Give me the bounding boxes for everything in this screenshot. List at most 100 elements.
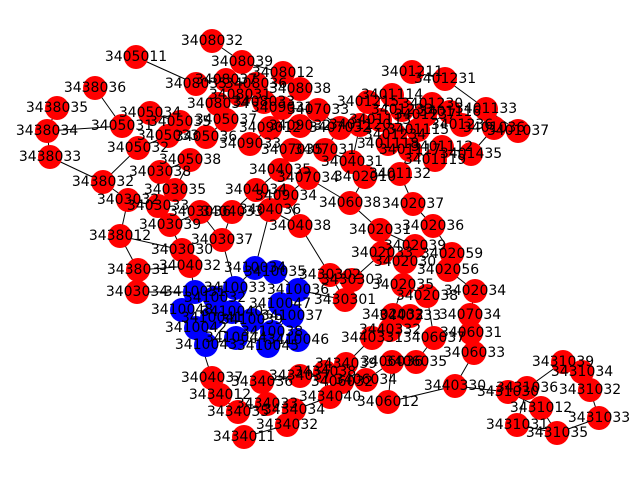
graph-node-label: 3401113	[349, 112, 411, 128]
graph-node	[268, 158, 292, 182]
graph-node-label: 3406036	[361, 354, 423, 370]
graph-node	[328, 116, 352, 140]
graph-node-label: 3408039	[211, 54, 273, 70]
graph-node	[368, 108, 392, 132]
graph-node-label: 3402010	[334, 169, 396, 185]
graph-node-label: 3438035	[26, 100, 88, 116]
graph-node	[334, 352, 358, 376]
graph-node	[433, 67, 457, 91]
graph-node-label: 3405033	[137, 128, 199, 144]
graph-node-label: 3407032	[309, 120, 371, 136]
graph-node	[274, 184, 298, 208]
graph-node-label: 3407035	[261, 142, 323, 158]
graph-node-label: 3434012	[189, 387, 251, 403]
graph-node-label: 3410037	[261, 308, 323, 324]
graph-node-label: 3402056	[417, 262, 479, 278]
graph-node-label: 3401119	[404, 152, 466, 168]
graph-node-label: 3402031	[349, 222, 411, 238]
graph-node-label: 3438032	[72, 174, 134, 190]
graph-node	[570, 360, 594, 384]
graph-node	[506, 119, 530, 143]
graph-node	[338, 191, 362, 215]
graph-node-label: 3434035	[207, 404, 269, 420]
graph-node-label: 3410041	[181, 310, 243, 326]
graph-node	[288, 114, 312, 138]
graph-node-label: 3403036	[169, 204, 231, 220]
graph-node	[168, 110, 192, 134]
graph-node	[400, 60, 424, 84]
graph-node-label: 3404038	[269, 218, 331, 234]
graph-node-label: 3408038	[269, 81, 331, 97]
graph-node-label: 3434033	[236, 396, 298, 412]
graph-node	[356, 90, 380, 114]
graph-node-label: 3402032	[362, 307, 424, 323]
graph-node-label: 3431036	[496, 380, 558, 396]
graph-node-label: 3404034	[225, 182, 287, 198]
graph-node-label: 3401118	[357, 136, 419, 152]
graph-node	[220, 300, 244, 324]
graph-node	[443, 374, 467, 398]
graph-node-label: 3403033	[127, 198, 189, 214]
graph-node-label: 3407034	[439, 307, 501, 323]
graph-node	[258, 198, 282, 222]
graph-node	[256, 334, 280, 358]
graph-node	[280, 138, 304, 162]
graph-node	[459, 321, 483, 345]
graph-node-label: 3401037	[487, 123, 549, 139]
graph-node-label: 3410044	[205, 330, 267, 346]
graph-node-label: 3406012	[357, 394, 419, 410]
graph-node	[210, 228, 234, 252]
graph-node-label: 3401112	[411, 139, 473, 155]
graph-node-label: 3410036	[267, 282, 329, 298]
graph-node	[255, 392, 279, 416]
graph-node-label: 3402039	[384, 238, 446, 254]
graph-node	[436, 258, 460, 282]
graph-node-label: 3405034	[119, 105, 181, 121]
graph-node	[170, 298, 194, 322]
graph-node-label: 3401236	[431, 117, 493, 133]
graph-node	[188, 200, 212, 224]
graph-node	[286, 328, 310, 352]
graph-node	[529, 396, 553, 420]
graph-node	[148, 160, 172, 184]
graph-node-label: 3407034	[277, 170, 339, 186]
graph-node	[183, 280, 207, 304]
graph-node	[263, 260, 287, 284]
graph-node-label: 3401237	[394, 107, 456, 123]
graph-node	[138, 101, 162, 125]
graph-node-label: 3405035	[149, 114, 211, 130]
graph-node-label: 3408035	[165, 76, 227, 92]
graph-node-label: 3434040	[299, 389, 361, 405]
graph-node-label: 3408037	[195, 72, 257, 88]
graph-node	[348, 113, 372, 137]
graph-node	[360, 326, 384, 350]
graph-node	[515, 376, 539, 400]
graph-node	[370, 241, 394, 265]
graph-node-label: 3440331	[341, 330, 403, 346]
graph-node	[288, 214, 312, 238]
graph-node	[463, 279, 487, 303]
graph-node-label: 3410031	[164, 284, 226, 300]
graph-node-label: 3408033	[233, 94, 295, 110]
graph-node-label: 3402030	[374, 254, 436, 270]
graph-node-label: 3431035	[526, 425, 588, 441]
graph-node	[376, 132, 400, 156]
graph-node	[388, 162, 412, 186]
graph-node	[421, 214, 445, 238]
graph-node	[330, 370, 354, 394]
graph-node-label: 3408012	[252, 65, 314, 81]
graph-node	[244, 72, 268, 96]
graph-node-label: 3434011	[213, 429, 275, 445]
graph-node	[35, 119, 59, 143]
graph-node	[288, 77, 312, 101]
graph-node	[296, 166, 320, 190]
graph-node-label: 3401215	[337, 94, 399, 110]
graph-node-label: 3434039	[315, 356, 377, 372]
graph-edge	[46, 125, 123, 132]
graph-node-label: 3401120	[329, 117, 391, 133]
graph-node-label: 3401114	[361, 87, 423, 103]
graph-node-label: 3434032	[256, 417, 318, 433]
graph-node	[318, 263, 342, 287]
